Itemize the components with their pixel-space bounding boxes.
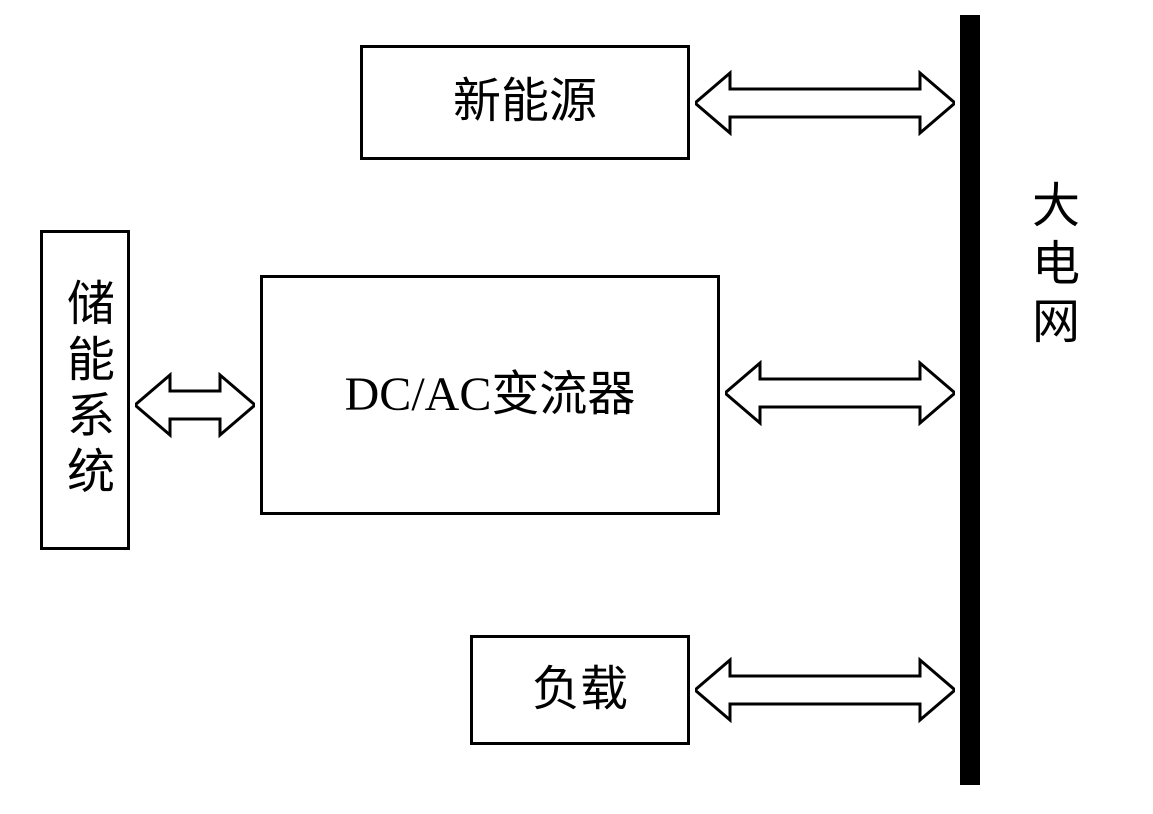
block-diagram: 储能系统 新能源 DC/AC变流器 负载 大电网 [0, 0, 1153, 814]
new-energy-box: 新能源 [360, 45, 690, 160]
load-box: 负载 [470, 635, 690, 745]
storage-label: 储能系统 [50, 278, 120, 502]
new-energy-label: 新能源 [453, 76, 597, 129]
storage-box: 储能系统 [40, 230, 130, 550]
arrow-load-grid [695, 655, 955, 725]
load-label: 负载 [532, 664, 628, 717]
converter-box: DC/AC变流器 [260, 275, 720, 515]
arrow-converter-grid [725, 358, 955, 428]
arrow-newenergy-grid [695, 68, 955, 138]
grid-bus-bar [960, 15, 980, 785]
arrow-storage-converter [135, 370, 255, 440]
converter-label: DC/AC变流器 [345, 369, 636, 422]
grid-label: 大电网 [1015, 180, 1085, 354]
